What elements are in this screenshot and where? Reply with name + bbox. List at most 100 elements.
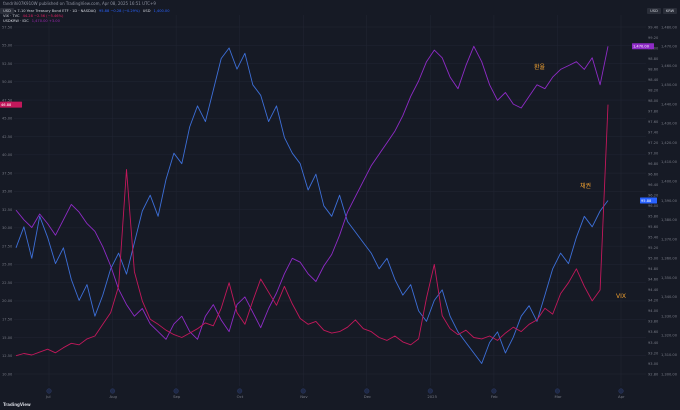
series-line-vix: [15, 104, 609, 357]
y-right1-tick: 97.00: [648, 151, 659, 155]
legend-symbol-usd: USD: [142, 9, 151, 13]
event-marker: [427, 388, 433, 394]
y-right1-tick: 98.20: [648, 88, 659, 92]
y-right2-tick: 1,400.00: [661, 180, 678, 184]
y-right2-tick: 1,320.00: [661, 334, 678, 338]
annotation-fx: 환율: [534, 63, 546, 71]
bond-price-tag-bg: [640, 197, 657, 204]
annotation-vix: VIX: [616, 293, 626, 300]
y-right1-tick: 95.00: [648, 257, 659, 261]
y-right1-tick: 94.40: [648, 288, 659, 292]
y-right2-tick: 1,440.00: [661, 102, 678, 106]
legend-row-vix[interactable]: VIX · TVC 44.28 −2.56 (−5.46%): [3, 14, 170, 19]
y-right2-tick: 1,370.00: [661, 237, 678, 241]
y-right1-tick: 99.20: [648, 36, 659, 40]
y-left-tick: 12.50: [2, 354, 13, 358]
y-right2-tick: 1,300.00: [661, 372, 678, 376]
y-left-tick: 20.00: [2, 299, 13, 303]
legend-value-usd: 1,400.00: [153, 9, 170, 13]
y-left-tick: 50.00: [2, 80, 13, 84]
event-marker: [46, 388, 52, 394]
y-right2-tick: 1,340.00: [661, 295, 678, 299]
fx-price-tag: 1,470.00: [633, 45, 650, 49]
tradingview-logo-text: TradingView: [3, 402, 31, 407]
y-right1-tick: 98.40: [648, 78, 659, 82]
y-right2-tick: 1,350.00: [661, 276, 678, 280]
y-right1-tick: 97.60: [648, 120, 659, 124]
y-right1-tick: 94.80: [648, 267, 659, 271]
x-tick: Jul: [45, 394, 51, 399]
x-tick: Oct: [237, 394, 244, 399]
y-left-tick: 17.50: [2, 318, 13, 322]
series-line-usdkrw: [15, 45, 609, 340]
y-left-tick: 22.50: [2, 281, 13, 285]
left-axis-unit: USD: [0, 8, 14, 14]
x-tick: Nov: [300, 394, 308, 399]
y-right1-tick: 99.40: [648, 25, 659, 29]
event-marker: [554, 388, 560, 394]
x-tick: 2025: [427, 394, 437, 399]
y-right1-tick: 95.80: [648, 215, 659, 219]
y-left-tick: 35.00: [2, 190, 13, 194]
y-left-tick: 42.50: [2, 135, 13, 139]
y-right1-tick: 98.00: [648, 99, 659, 103]
y-right2-tick: 1,360.00: [661, 257, 678, 261]
y-right2-tick: 1,420.00: [661, 141, 678, 145]
y-left-tick: 10.00: [2, 372, 13, 376]
y-right2-tick: 1,430.00: [661, 122, 678, 126]
y-right1-tick: 93.40: [648, 341, 659, 345]
x-tick: Dec: [364, 394, 371, 399]
y-right2-tick: 1,380.00: [661, 218, 678, 222]
right-axis-unit-1: USD: [647, 8, 661, 14]
y-left-tick: 37.50: [2, 171, 13, 175]
tradingview-logo: TradingView: [3, 402, 31, 408]
y-right1-tick: 93.20: [648, 351, 659, 355]
y-left-tick: 52.50: [2, 62, 13, 66]
y-right2-tick: 1,480.00: [661, 25, 678, 29]
y-right2-tick: 1,460.00: [661, 64, 678, 68]
y-right1-tick: 96.40: [648, 183, 659, 187]
y-left-tick: 32.50: [2, 208, 13, 212]
x-tick: Mar: [554, 394, 562, 399]
y-left-tick: 55.00: [2, 44, 13, 48]
publisher-line: fandrihi07K910W published on TradingView…: [3, 1, 156, 6]
right-axis-unit-2: KRW: [663, 8, 677, 14]
event-marker: [491, 388, 497, 394]
y-left-tick: 15.00: [2, 336, 13, 340]
fx-price-tag-bg: [632, 43, 654, 50]
y-right1-tick: 94.60: [648, 278, 659, 282]
y-right2-tick: 1,310.00: [661, 353, 678, 357]
event-marker: [300, 388, 306, 394]
legend-row-usdkrw[interactable]: USDKRW · IDC 1,470.00 +3.00: [3, 19, 170, 24]
event-marker: [364, 388, 370, 394]
x-tick: Aug: [110, 394, 118, 399]
x-tick: Sep: [173, 394, 181, 399]
y-left-tick: 30.00: [2, 226, 13, 230]
y-left-tick: 40.00: [2, 153, 13, 157]
x-tick: Feb: [491, 394, 498, 399]
y-right2-tick: 1,330.00: [661, 314, 678, 318]
event-marker: [173, 388, 179, 394]
legend-symbol-ief: iShares 7-10 Year Treasury Bond ETF · 1D…: [3, 9, 96, 13]
y-right1-tick: 93.60: [648, 330, 659, 334]
vix-price-tag-bg: [0, 101, 22, 108]
x-tick: Apr: [618, 394, 625, 399]
y-right1-tick: 98.80: [648, 57, 659, 61]
y-right1-tick: 96.20: [648, 194, 659, 198]
y-right1-tick: 93.80: [648, 320, 659, 324]
y-right1-tick: 95.20: [648, 246, 659, 250]
y-right1-tick: 96.00: [648, 204, 659, 208]
y-right1-tick: 96.60: [648, 173, 659, 177]
y-right1-tick: 94.20: [648, 299, 659, 303]
y-left-tick: 57.50: [2, 25, 13, 29]
y-right1-tick: 95.40: [648, 236, 659, 240]
legend-symbol-usdkrw: USDKRW · IDC: [3, 19, 29, 23]
bond-price-tag: 95.88: [641, 199, 652, 203]
y-left-tick: 25.00: [2, 263, 13, 267]
vix-price-tag: 46.88: [1, 103, 12, 107]
legend-row-ief[interactable]: iShares 7-10 Year Treasury Bond ETF · 1D…: [3, 9, 170, 14]
legend-value-usdkrw: 1,470.00 +3.00: [31, 19, 60, 23]
annotation-bond: 채권: [580, 182, 591, 190]
y-right2-tick: 1,410.00: [661, 160, 678, 164]
